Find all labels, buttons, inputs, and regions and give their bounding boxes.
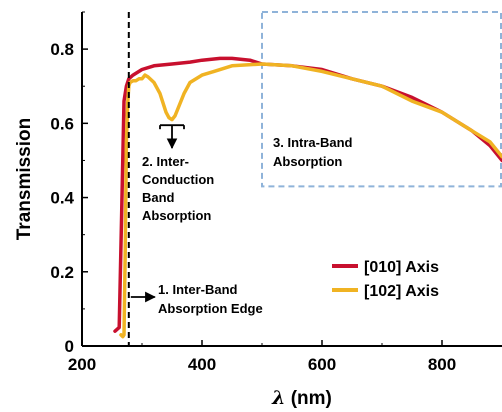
- x-tick-label: 200: [68, 355, 96, 374]
- y-tick-label: 0.4: [50, 189, 74, 208]
- annot2-line1: 2. Inter-: [142, 154, 189, 169]
- series-line-0: [113, 56, 502, 333]
- y-tick-label: 0.6: [50, 114, 74, 133]
- x-tick-label: 800: [428, 355, 456, 374]
- x-axis-label: λ (nm): [271, 387, 332, 409]
- y-tick-label: 0.2: [50, 263, 74, 282]
- annot3-line2: Absorption: [273, 154, 342, 169]
- intra-band-region-box: [261, 11, 502, 188]
- y-tick-label: 0.8: [50, 40, 74, 59]
- legend-label-0: [010] Axis: [364, 259, 439, 276]
- legend-label-1: [102] Axis: [364, 283, 439, 300]
- annot2-line3: Band: [142, 190, 175, 205]
- y-tick-label: 0: [65, 337, 74, 356]
- annot2-line2: Conduction: [142, 172, 214, 187]
- annot1-line1: 1. Inter-Band: [158, 282, 238, 297]
- annot3-line1: 3. Intra-Band: [273, 135, 353, 150]
- x-tick-label: 600: [308, 355, 336, 374]
- y-axis-label: Transmission: [14, 118, 35, 241]
- series-line-1: [119, 62, 502, 339]
- x-tick-label: 400: [188, 355, 216, 374]
- annot2-line4: Absorption: [142, 208, 211, 223]
- annot1-line2: Absorption Edge: [158, 301, 263, 316]
